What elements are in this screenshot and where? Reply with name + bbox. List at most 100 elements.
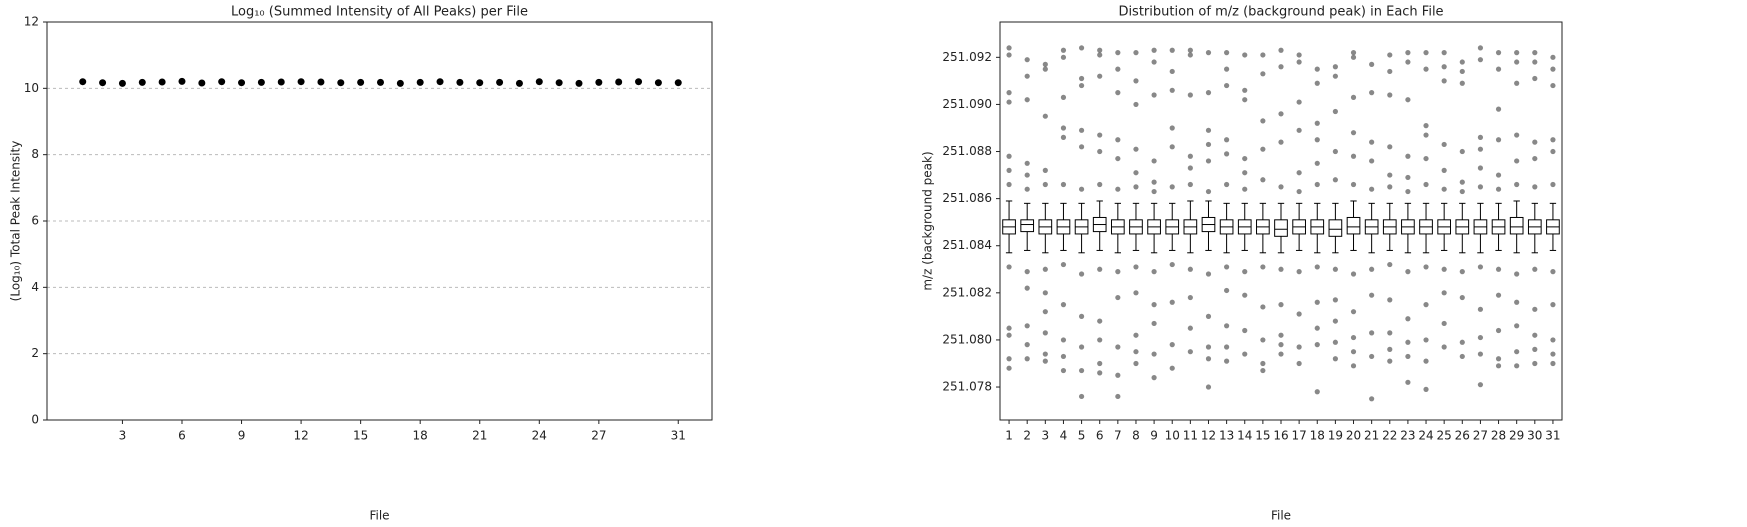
outlier <box>1350 363 1357 369</box>
y-tick-label: 251.080 <box>942 332 992 346</box>
point <box>654 79 662 87</box>
y-tick-label: 0 <box>31 413 39 427</box>
outlier <box>1514 132 1520 138</box>
point <box>515 79 523 87</box>
outlier <box>1350 54 1357 60</box>
point <box>575 79 583 87</box>
outlier <box>1405 316 1411 322</box>
y-tick-label: 251.090 <box>942 97 992 111</box>
outlier <box>1495 186 1502 192</box>
outlier <box>1278 64 1284 70</box>
x-tick-label: 8 <box>1132 429 1140 443</box>
outlier <box>1441 290 1447 296</box>
outlier <box>1187 325 1193 331</box>
outlier <box>1097 132 1103 138</box>
outlier <box>1006 52 1012 58</box>
x-tick-label: 19 <box>1328 429 1343 443</box>
outlier <box>1314 181 1320 188</box>
outlier <box>1151 320 1157 327</box>
outlier <box>1387 172 1393 178</box>
x-tick-label: 2 <box>1023 429 1031 443</box>
outlier <box>1133 290 1139 296</box>
outlier <box>1514 349 1520 355</box>
outlier <box>1187 47 1193 53</box>
outlier <box>1024 285 1030 291</box>
outlier <box>1441 320 1447 327</box>
outlier <box>1078 186 1085 192</box>
x-tick-label: 21 <box>472 429 487 443</box>
outlier <box>1078 313 1085 319</box>
outlier <box>1405 353 1411 360</box>
outlier <box>1151 351 1157 357</box>
outlier <box>1205 344 1212 350</box>
outlier <box>1459 339 1465 345</box>
outlier <box>1260 337 1266 343</box>
outlier <box>1169 365 1175 371</box>
point <box>496 78 504 86</box>
point <box>118 79 126 87</box>
outlier <box>1224 50 1230 56</box>
outlier <box>1133 50 1139 56</box>
outlier <box>1133 360 1139 367</box>
y-axis-label: m/z (background peak) <box>921 151 935 290</box>
outlier <box>1060 367 1067 374</box>
x-tick-label: 14 <box>1237 429 1252 443</box>
outlier <box>1495 356 1502 362</box>
x-tick-label: 10 <box>1165 429 1180 443</box>
outlier <box>1024 97 1030 103</box>
outlier <box>1133 101 1139 108</box>
outlier <box>1441 344 1447 350</box>
outlier <box>1441 50 1447 56</box>
outlier <box>1514 80 1520 86</box>
outlier <box>1187 349 1193 355</box>
outlier <box>1477 146 1484 152</box>
outlier <box>1205 188 1212 195</box>
outlier <box>1350 349 1357 355</box>
outlier <box>1242 155 1248 162</box>
outlier <box>1332 177 1338 183</box>
outlier <box>1151 47 1157 53</box>
outlier <box>1242 97 1248 103</box>
y-axis-label: (Log₁₀) Total Peak Intensity <box>9 141 23 302</box>
outlier <box>1514 50 1520 56</box>
outlier <box>1133 170 1139 176</box>
outlier <box>1369 266 1375 272</box>
outlier <box>1078 127 1085 133</box>
outlier <box>1314 264 1320 270</box>
outlier <box>1115 372 1121 378</box>
outlier <box>1133 264 1139 270</box>
outlier <box>1169 144 1175 150</box>
x-tick-label: 4 <box>1060 429 1068 443</box>
outlier <box>1314 342 1320 348</box>
outlier <box>1514 363 1520 369</box>
outlier <box>1550 337 1556 343</box>
x-tick-label: 31 <box>1545 429 1560 443</box>
outlier <box>1514 299 1520 305</box>
outlier <box>1224 287 1230 294</box>
x-tick-label: 27 <box>591 429 606 443</box>
x-tick-label: 26 <box>1455 429 1470 443</box>
outlier <box>1423 123 1429 129</box>
outlier <box>1550 360 1556 367</box>
outlier <box>1278 332 1284 338</box>
outlier <box>1296 99 1302 105</box>
outlier <box>1006 325 1012 331</box>
outlier <box>1042 61 1048 67</box>
outlier <box>1387 144 1393 150</box>
outlier <box>1514 323 1520 329</box>
outlier <box>1169 299 1175 305</box>
outlier <box>1495 50 1502 56</box>
outlier <box>1151 375 1157 381</box>
outlier <box>1477 45 1484 51</box>
outlier <box>1459 188 1465 195</box>
outlier <box>1369 396 1375 402</box>
point <box>416 78 424 86</box>
outlier <box>1260 118 1266 124</box>
outlier <box>1060 94 1067 100</box>
outlier <box>1459 148 1465 155</box>
outlier <box>1169 261 1175 268</box>
outlier <box>1477 334 1484 341</box>
point <box>337 79 345 87</box>
outlier <box>1332 108 1338 115</box>
outlier <box>1169 87 1175 93</box>
